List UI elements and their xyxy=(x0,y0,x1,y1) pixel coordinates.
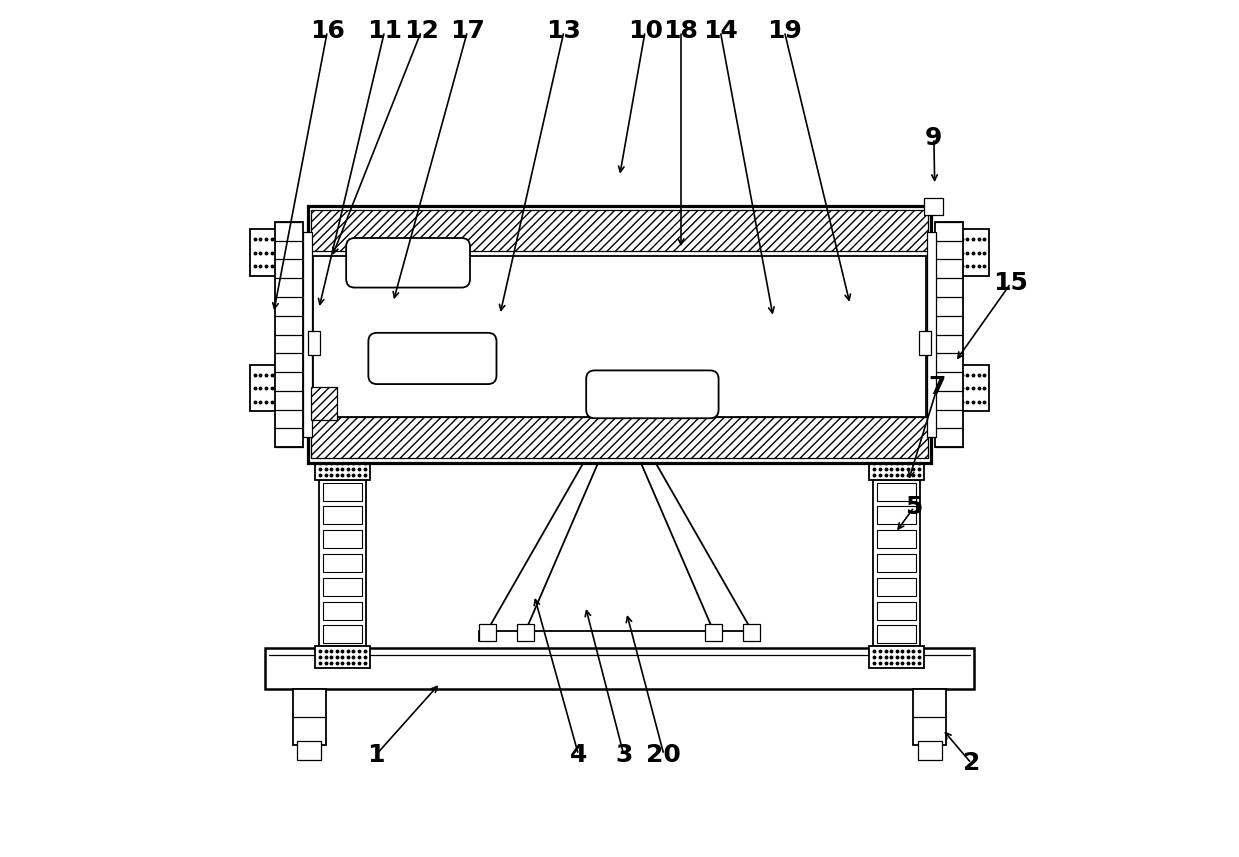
Text: 1: 1 xyxy=(367,743,385,767)
Text: 5: 5 xyxy=(906,495,923,519)
Bar xyxy=(913,689,945,745)
Bar xyxy=(265,648,974,689)
Bar xyxy=(312,256,927,417)
Bar xyxy=(919,331,932,355)
Bar xyxy=(927,232,935,437)
Text: 12: 12 xyxy=(404,20,439,44)
Bar xyxy=(517,624,534,641)
Bar xyxy=(304,232,312,437)
Bar xyxy=(322,578,362,596)
Bar xyxy=(307,207,932,463)
Bar xyxy=(297,741,321,760)
Bar xyxy=(743,624,761,641)
Text: 3: 3 xyxy=(615,743,632,767)
Text: 11: 11 xyxy=(367,20,403,44)
Bar xyxy=(877,482,917,500)
Text: 13: 13 xyxy=(546,20,581,44)
Bar xyxy=(322,602,362,620)
Bar xyxy=(873,480,921,646)
Text: 18: 18 xyxy=(664,20,699,44)
Bar xyxy=(294,689,326,745)
Text: 10: 10 xyxy=(628,20,663,44)
Bar xyxy=(940,365,990,411)
Bar xyxy=(478,624,496,641)
Bar xyxy=(924,198,943,215)
Bar xyxy=(249,230,299,276)
Bar xyxy=(705,624,722,641)
Bar xyxy=(877,602,917,620)
Bar xyxy=(249,365,299,411)
Bar xyxy=(597,429,612,445)
Text: 7: 7 xyxy=(928,375,945,399)
Text: 2: 2 xyxy=(963,752,980,776)
Bar xyxy=(877,554,917,572)
Bar xyxy=(311,210,928,251)
Text: 15: 15 xyxy=(994,272,1028,296)
Bar xyxy=(627,429,642,445)
Bar xyxy=(307,331,320,355)
Bar xyxy=(877,530,917,548)
Bar xyxy=(322,626,362,644)
Bar xyxy=(322,530,362,548)
Text: 17: 17 xyxy=(450,20,484,44)
Bar xyxy=(315,646,370,668)
Text: 20: 20 xyxy=(647,743,681,767)
Bar xyxy=(311,417,928,458)
Bar xyxy=(934,222,963,447)
Bar xyxy=(593,426,646,447)
Bar xyxy=(275,222,304,447)
Bar xyxy=(322,482,362,500)
Text: 9: 9 xyxy=(926,126,943,150)
Bar xyxy=(877,506,917,524)
FancyBboxPatch shape xyxy=(368,333,497,384)
Bar xyxy=(311,387,337,420)
Bar xyxy=(877,626,917,644)
Bar xyxy=(918,741,942,760)
Text: 14: 14 xyxy=(703,20,737,44)
Bar xyxy=(869,458,924,480)
FancyBboxPatch shape xyxy=(586,370,719,418)
Bar xyxy=(322,554,362,572)
Bar xyxy=(877,578,917,596)
Bar xyxy=(315,458,370,480)
Text: 19: 19 xyxy=(767,20,802,44)
Bar xyxy=(869,646,924,668)
Bar xyxy=(940,230,990,276)
Bar xyxy=(318,480,366,646)
Bar xyxy=(322,506,362,524)
FancyBboxPatch shape xyxy=(346,238,470,288)
Text: 16: 16 xyxy=(310,20,344,44)
Text: 4: 4 xyxy=(570,743,587,767)
